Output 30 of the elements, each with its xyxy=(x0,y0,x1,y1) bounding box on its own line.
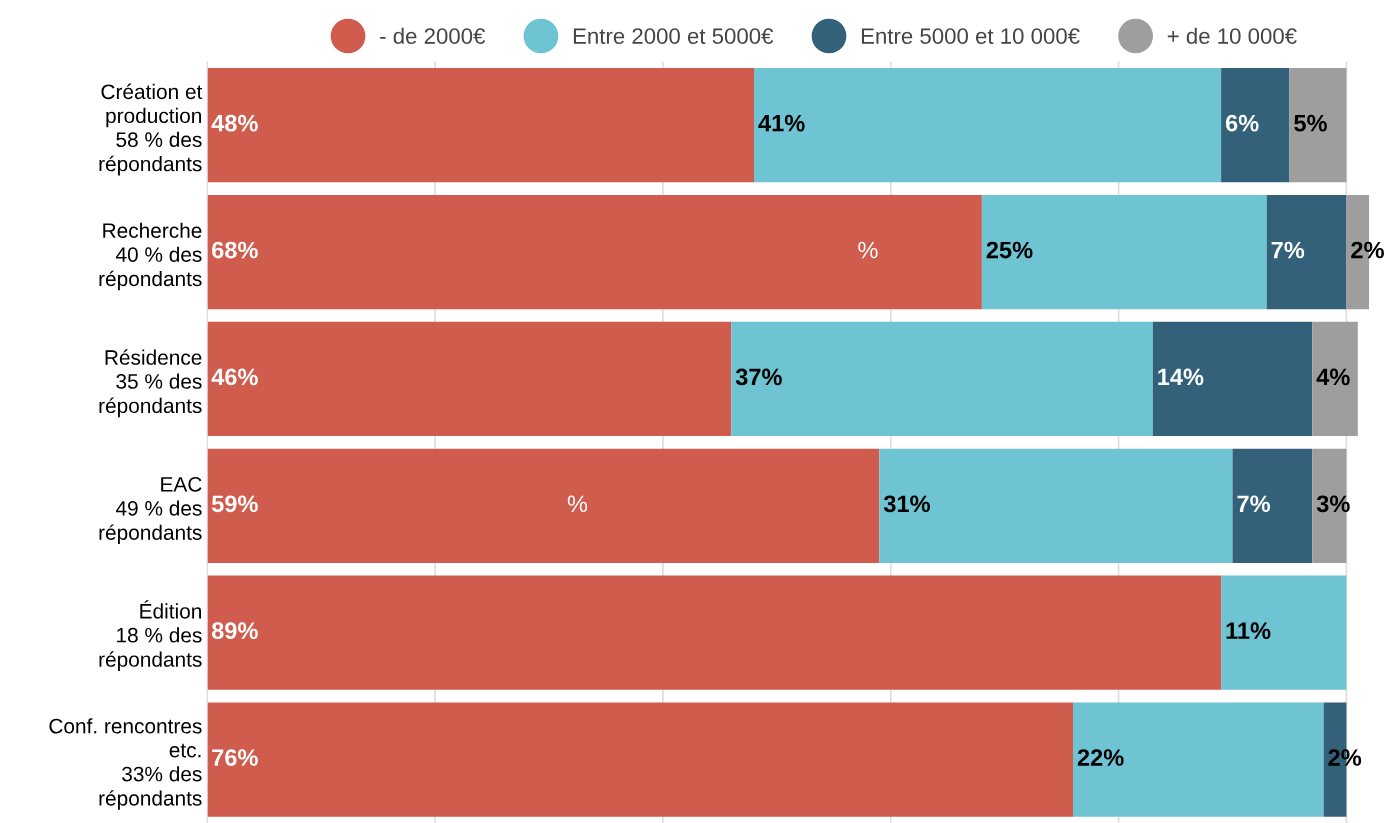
y-tick-label: Conf. rencontres etc. 33% des répondants xyxy=(49,718,202,810)
data-label: 6% xyxy=(1225,114,1259,132)
data-label: 89% xyxy=(211,622,258,640)
y-tick-label: Création et production 58 % des répondants xyxy=(99,83,203,176)
data-label: 68% xyxy=(212,241,258,259)
data-label: 37% xyxy=(735,368,782,386)
data-label: 5% xyxy=(1294,114,1327,132)
data-label: 7% xyxy=(1271,241,1305,259)
legend-label: - de 2000€ xyxy=(380,27,486,44)
data-label: 31% xyxy=(883,495,930,513)
y-tick-label: EAC 49 % des répondants xyxy=(99,477,202,545)
data-label: 48% xyxy=(211,114,258,132)
data-label: 41% xyxy=(758,114,805,132)
data-label: 4% xyxy=(1316,368,1350,386)
annotation: % xyxy=(858,241,878,259)
data-label: 14% xyxy=(1158,368,1204,386)
data-label: 76% xyxy=(212,749,258,766)
data-label: 25% xyxy=(986,241,1033,259)
annotation: % xyxy=(567,495,588,513)
data-label: 46% xyxy=(211,368,258,386)
y-tick-label: Édition 18 % des répondants xyxy=(99,600,202,671)
legend-label: Entre 5000 et 10 000€ xyxy=(861,28,1080,44)
y-tick-label: Résidence 35 % des répondants xyxy=(99,349,202,418)
data-label: 59% xyxy=(211,495,258,513)
legend-label: + de 10 000€ xyxy=(1167,27,1297,44)
data-label: 11% xyxy=(1226,622,1271,639)
data-label: 7% xyxy=(1237,495,1270,513)
data-label: 22% xyxy=(1077,749,1124,766)
legend-label: Entre 2000 et 5000€ xyxy=(573,28,774,44)
y-tick-label: Recherche 40 % des répondants xyxy=(99,222,202,291)
